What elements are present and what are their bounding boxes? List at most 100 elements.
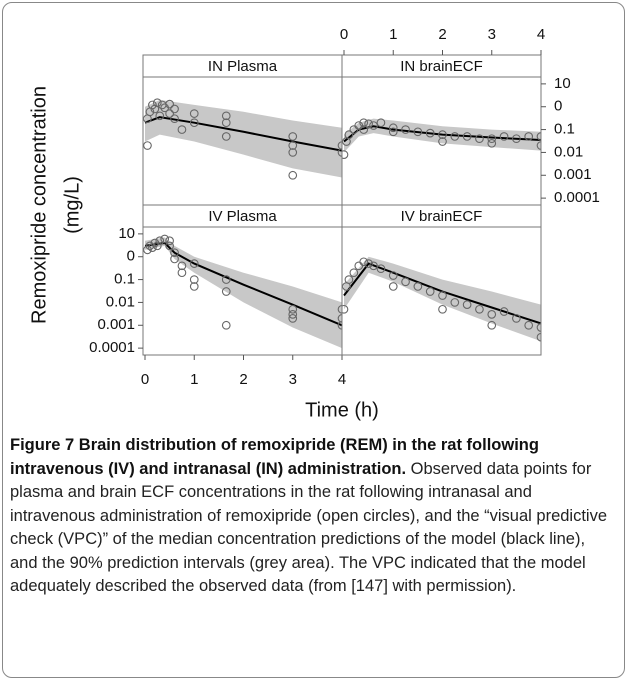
data-point xyxy=(475,304,484,314)
data-point xyxy=(189,118,199,128)
data-point xyxy=(536,141,541,150)
data-point xyxy=(148,243,157,252)
data-point xyxy=(438,291,447,300)
y-tick-label: 0.001 xyxy=(97,316,135,333)
data-point xyxy=(388,282,398,291)
data-point xyxy=(499,307,509,316)
y-axis-unit: (mg/L) xyxy=(61,176,83,234)
data-point xyxy=(189,109,199,118)
data-point xyxy=(337,141,342,150)
data-point xyxy=(344,275,354,284)
data-point xyxy=(189,259,199,268)
data-point xyxy=(487,138,497,148)
data-point xyxy=(388,271,398,280)
x-axis-label: Time (h) xyxy=(305,399,379,421)
x-tick-label: 3 xyxy=(289,371,297,388)
y-tick-label: 10 xyxy=(118,225,135,242)
y-tick-label: 0.1 xyxy=(554,121,575,138)
data-point xyxy=(450,132,460,141)
data-point xyxy=(524,132,534,141)
data-point xyxy=(438,137,447,146)
data-point xyxy=(536,332,541,342)
x-tick-label: 4 xyxy=(338,371,346,388)
data-point xyxy=(337,314,342,323)
data-point xyxy=(170,254,179,264)
y-axis-label: Remoxipride concentration xyxy=(28,86,50,324)
data-point xyxy=(177,261,187,271)
data-point xyxy=(288,132,298,141)
data-point xyxy=(170,104,179,114)
data-point xyxy=(155,111,165,121)
y-tick-label: 0.0001 xyxy=(554,189,600,206)
data-point xyxy=(499,132,509,141)
data-point xyxy=(425,287,435,296)
data-point xyxy=(401,277,410,287)
data-point xyxy=(288,170,298,180)
data-point xyxy=(221,132,231,141)
prediction-band xyxy=(145,237,342,349)
data-point xyxy=(221,287,231,296)
panel-frame xyxy=(341,204,542,356)
x-tick-label: 1 xyxy=(190,371,198,388)
panel-title: IN Plasma xyxy=(208,58,278,75)
y-tick-label: 0 xyxy=(554,98,562,115)
data-point xyxy=(364,259,373,268)
panel-title: IN brainECF xyxy=(400,58,483,75)
data-point xyxy=(165,241,174,251)
panel-title: IV Plasma xyxy=(208,208,277,225)
data-point xyxy=(189,275,199,284)
data-point xyxy=(369,261,378,271)
data-point xyxy=(401,125,410,134)
data-point xyxy=(425,128,435,138)
data-point xyxy=(152,241,162,251)
y-tick-label: 10 xyxy=(554,75,571,92)
data-point xyxy=(165,109,174,118)
data-point xyxy=(288,141,298,150)
data-point xyxy=(337,304,342,314)
data-point xyxy=(487,310,497,319)
y-tick-label: 0.1 xyxy=(114,271,135,288)
data-point xyxy=(364,119,373,129)
caption-label: Figure 7 xyxy=(10,436,75,454)
data-point xyxy=(152,98,162,108)
data-point xyxy=(342,304,349,314)
data-point xyxy=(344,130,354,139)
chart: Remoxipride concentration (mg/L) Time (h… xyxy=(28,26,600,421)
y-tick-label: 0.001 xyxy=(554,166,592,183)
data-point xyxy=(524,320,534,330)
x-tick-label: 3 xyxy=(488,26,496,43)
data-point xyxy=(288,304,298,314)
caption-title: Brain distribution of remoxipride (REM) … xyxy=(10,436,539,478)
data-point xyxy=(177,268,187,278)
x-tick-label: 0 xyxy=(340,26,348,43)
data-point xyxy=(388,127,398,137)
data-point xyxy=(359,125,369,134)
data-point xyxy=(221,275,231,284)
data-point xyxy=(349,268,359,278)
data-point xyxy=(487,320,497,330)
data-point xyxy=(221,111,231,121)
data-point xyxy=(438,304,447,314)
data-point xyxy=(359,257,369,267)
y-tick-label: 0.01 xyxy=(554,143,583,160)
data-point xyxy=(170,114,179,124)
data-point xyxy=(150,238,160,248)
data-point xyxy=(450,298,460,307)
data-point xyxy=(337,148,342,157)
median-line xyxy=(144,116,342,152)
y-tick-label: 0.0001 xyxy=(89,339,135,356)
x-tick-label: 2 xyxy=(438,26,446,43)
data-point xyxy=(369,121,378,130)
y-tick-label: 0.01 xyxy=(106,293,135,310)
data-point xyxy=(512,134,521,144)
x-tick-label: 0 xyxy=(141,371,149,388)
data-point xyxy=(160,234,170,244)
data-point xyxy=(376,264,386,274)
data-point xyxy=(487,134,497,144)
data-point xyxy=(413,282,423,291)
data-point xyxy=(462,300,472,309)
data-point xyxy=(189,282,199,291)
data-point xyxy=(438,130,447,139)
caption-text: Observed data points for plasma and brai… xyxy=(10,459,608,596)
